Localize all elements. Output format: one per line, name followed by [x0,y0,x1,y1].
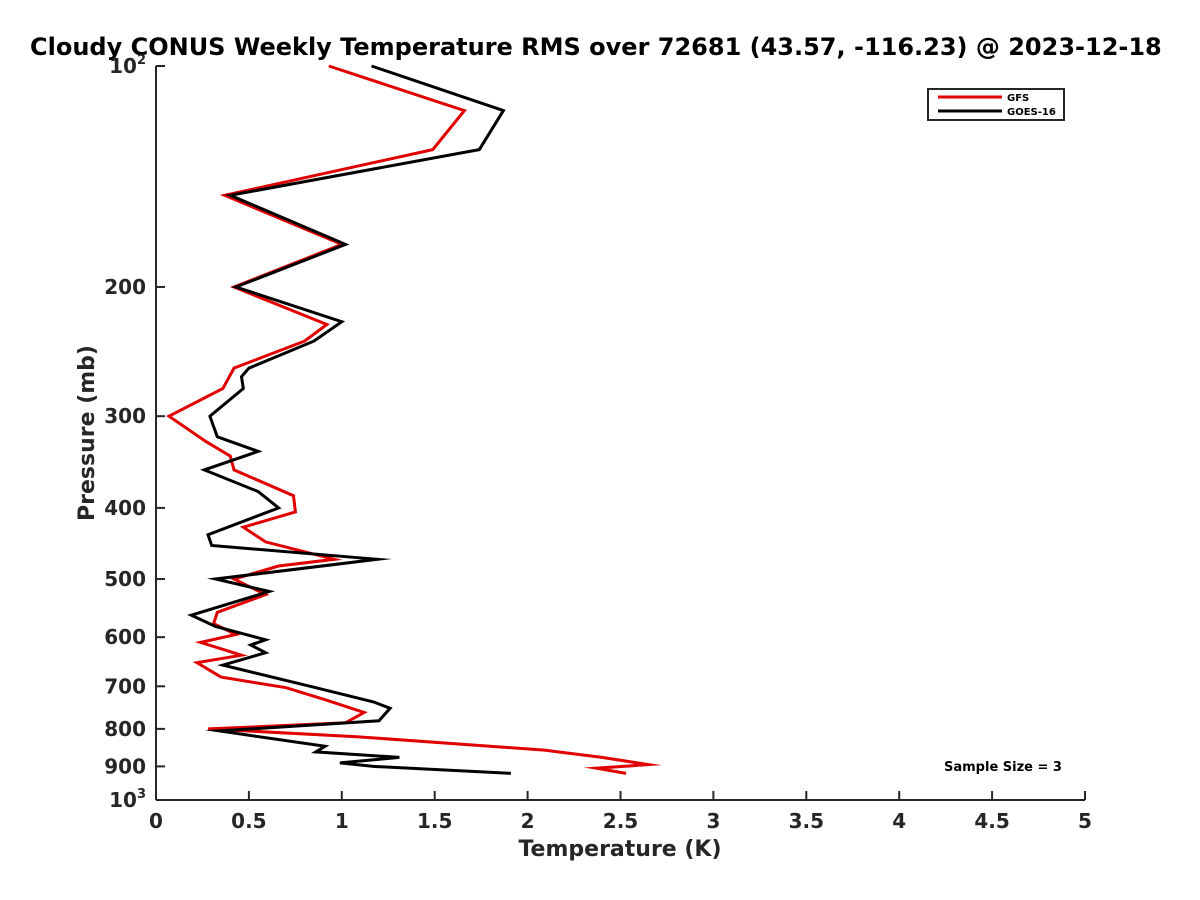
series-line-gfs [166,64,662,775]
legend-label: GOES-16 [1007,107,1056,118]
x-tick-label: 0 [149,809,163,833]
x-tick-label: 4 [892,809,906,833]
sample-size-annotation: Sample Size = 3 [944,760,1062,775]
series-line-goes-16 [187,64,511,775]
x-tick-label: 3 [706,809,720,833]
x-tick-label: 1 [335,809,349,833]
x-tick-label: 2.5 [603,809,638,833]
y-tick-label: 600 [104,625,146,649]
legend: GFS GOES-16 [927,88,1065,121]
axes: 0 0.5 1 1.5 2 2.5 3 3.5 4 4.5 5 102 200 300 400 500 600… [104,53,1092,833]
y-tick-label: 800 [104,717,146,741]
legend-label: GFS [1007,93,1029,104]
y-tick-label: 500 [104,567,146,591]
y-tick-label: 700 [104,674,146,698]
x-axis-label: Temperature (K) [518,837,721,862]
y-tick-label: 400 [104,496,146,520]
x-tick-label: 5 [1078,809,1092,833]
y-tick-label: 900 [104,754,146,778]
y-tick-label: 200 [104,275,146,299]
legend-box [927,88,1065,121]
y-axis-ticks: 102 200 300 400 500 600 700 800 900 103 [104,53,165,812]
y-tick-label: 102 [109,53,146,78]
x-tick-label: 1.5 [417,809,452,833]
y-axis-label: Pressure (mb) [75,345,100,521]
y-tick-label: 300 [104,404,146,428]
x-tick-label: 3.5 [789,809,824,833]
x-axis-ticks: 0 0.5 1 1.5 2 2.5 3 3.5 4 4.5 5 [149,791,1092,833]
x-tick-label: 4.5 [974,809,1009,833]
chart-title: Cloudy CONUS Weekly Temperature RMS over… [30,33,1162,61]
plot-area [166,64,662,775]
y-tick-label: 103 [109,787,146,812]
x-tick-label: 2 [521,809,535,833]
x-tick-label: 0.5 [231,809,266,833]
